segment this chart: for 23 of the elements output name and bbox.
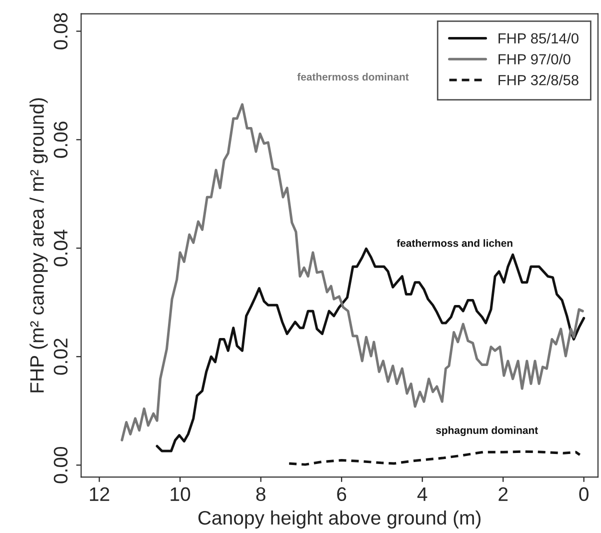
x-tick-label: 2 (498, 487, 508, 501)
legend-label: FHP 97/0/0 (498, 54, 570, 64)
y-tick-label: 0.06 (54, 122, 68, 158)
annotation: sphagnum dominant (436, 426, 538, 436)
x-tick-label: 0 (579, 487, 589, 502)
x-tick-label: 4 (417, 487, 428, 501)
y-axis-title: FHP (m² canopy area / m² ground) (30, 98, 48, 392)
line-series (120, 103, 584, 442)
line-series (156, 247, 586, 452)
line-series (288, 450, 582, 466)
y-tick-label: 0.08 (54, 13, 68, 50)
legend-label: FHP 85/14/0 (498, 32, 578, 44)
annotation: feathermoss dominant (297, 72, 409, 81)
legend-label: FHP 32/8/58 (498, 74, 578, 86)
y-tick-label: 0.00 (54, 446, 68, 484)
x-tick-label: 6 (337, 487, 346, 502)
x-tick-label: 8 (256, 487, 266, 502)
x-tick-label: 10 (170, 487, 190, 502)
x-tick-label: 12 (90, 487, 110, 501)
y-tick-label: 0.02 (54, 338, 68, 375)
y-tick-label: 0.04 (54, 230, 68, 266)
annotation: feathermoss and lichen (396, 239, 512, 247)
x-axis-title: Canopy height above ground (m) (198, 510, 481, 529)
